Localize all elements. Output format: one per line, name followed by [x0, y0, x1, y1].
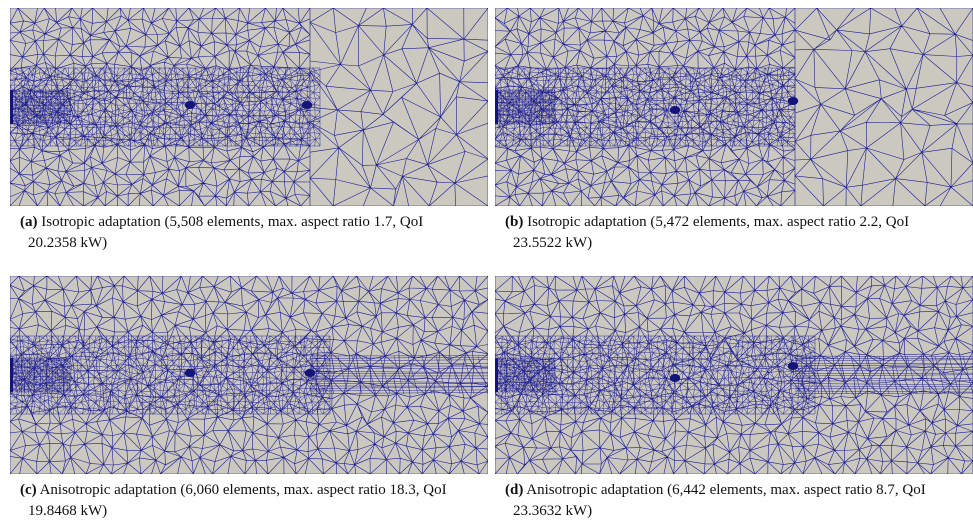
- mesh-edges: [10, 8, 488, 206]
- caption-text: Isotropic adaptation (5,472 elements, ma…: [513, 214, 910, 251]
- caption-label: (b): [505, 214, 524, 230]
- refinement-cluster: [301, 101, 313, 109]
- caption: (d) Anisotropic adaptation (6,442 elemen…: [505, 480, 958, 522]
- mesh-image: [495, 8, 973, 206]
- panel: (c) Anisotropic adaptation (6,060 elemen…: [10, 276, 488, 522]
- inlet-refinement: [495, 90, 498, 124]
- refinement-cluster: [304, 369, 316, 377]
- refinement-cluster: [184, 101, 196, 109]
- refinement-cluster: [669, 374, 681, 382]
- mesh-edges: [10, 335, 331, 415]
- inlet-refinement: [10, 90, 13, 124]
- caption-label: (c): [20, 482, 37, 498]
- panel: (a) Isotropic adaptation (5,508 elements…: [10, 8, 488, 254]
- refinement-cluster: [669, 106, 681, 114]
- caption: (a) Isotropic adaptation (5,508 elements…: [20, 212, 473, 254]
- mesh-edges: [309, 355, 488, 395]
- inlet-refinement: [10, 358, 13, 392]
- caption-text: Isotropic adaptation (5,508 elements, ma…: [28, 214, 424, 251]
- mesh-edges: [495, 8, 973, 206]
- caption: (c) Anisotropic adaptation (6,060 elemen…: [20, 480, 473, 522]
- caption-text: Anisotropic adaptation (6,060 elements, …: [28, 482, 447, 519]
- mesh-edges: [10, 67, 321, 147]
- caption-text: Anisotropic adaptation (6,442 elements, …: [513, 482, 926, 519]
- mesh-image: [10, 276, 488, 474]
- refinement-cluster: [787, 97, 799, 105]
- panel: (d) Anisotropic adaptation (6,442 elemen…: [495, 276, 973, 522]
- mesh-image: [10, 8, 488, 206]
- caption-label: (d): [505, 482, 524, 498]
- refinement-cluster: [184, 369, 196, 377]
- refinement-cluster: [787, 362, 799, 370]
- inlet-refinement: [495, 358, 498, 392]
- caption: (b) Isotropic adaptation (5,472 elements…: [505, 212, 958, 254]
- caption-label: (a): [20, 214, 38, 230]
- panel: (b) Isotropic adaptation (5,472 elements…: [495, 8, 973, 254]
- mesh-edges: [495, 67, 796, 147]
- mesh-edges: [794, 355, 973, 395]
- mesh-image: [495, 276, 973, 474]
